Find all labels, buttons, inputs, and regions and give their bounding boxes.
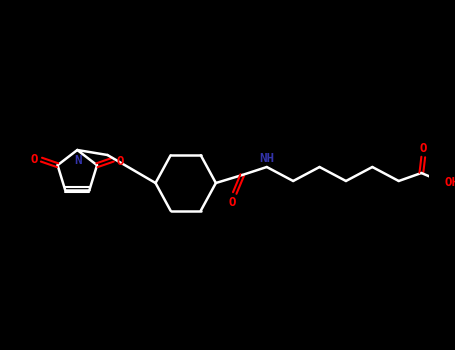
Text: O: O — [228, 196, 236, 209]
Text: N: N — [75, 154, 82, 167]
Text: O: O — [420, 141, 427, 154]
Text: O: O — [117, 155, 125, 168]
Text: O: O — [30, 153, 38, 166]
Text: NH: NH — [259, 152, 274, 164]
Text: OH: OH — [444, 176, 455, 189]
